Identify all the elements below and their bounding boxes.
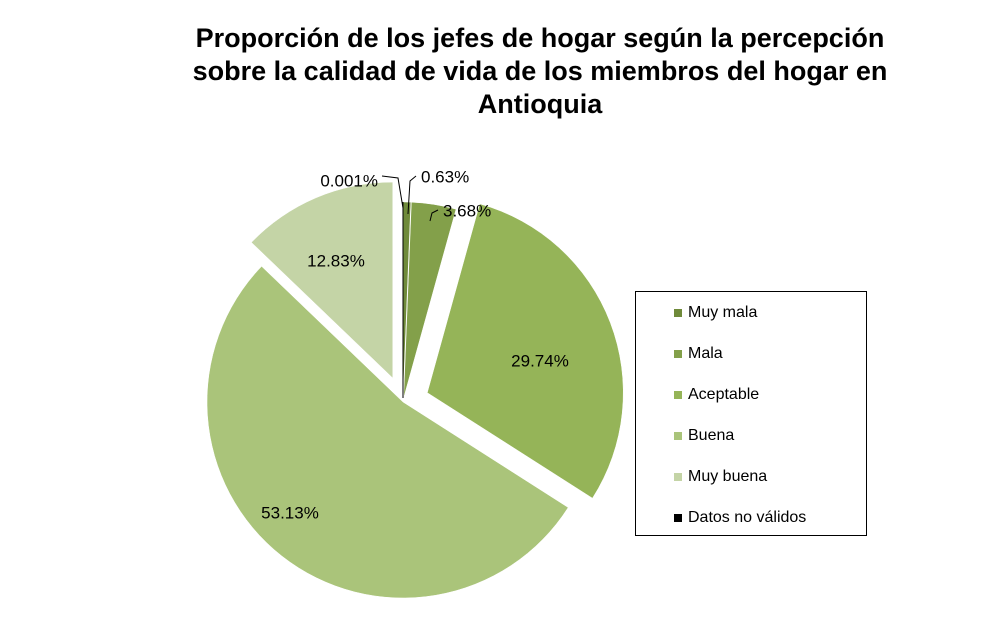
pie-slice-mala <box>403 201 457 399</box>
legend-item: Datos no válidos <box>674 508 806 528</box>
legend-label: Mala <box>688 345 723 362</box>
legend-label: Muy mala <box>688 304 758 321</box>
pie-slice-aceptable <box>426 203 624 499</box>
legend-label: Aceptable <box>688 386 760 403</box>
legend-label: Buena <box>688 427 735 444</box>
legend-swatch <box>674 309 682 317</box>
leader-line <box>407 175 417 215</box>
legend-swatch <box>674 514 682 522</box>
legend-label: Muy buena <box>688 468 768 485</box>
legend-swatch <box>674 432 682 440</box>
data-label: 53.13% <box>261 503 319 522</box>
data-label: 29.74% <box>511 351 569 370</box>
legend-swatch <box>674 350 682 358</box>
chart-title: Proporción de los jefes de hogar según l… <box>130 22 950 121</box>
chart-title-line-3: Antioquia <box>477 89 603 119</box>
data-label: 3.68% <box>443 201 491 220</box>
pie-slice-buena <box>206 265 569 599</box>
data-label: 0.001% <box>320 171 378 190</box>
legend-item: Aceptable <box>674 385 759 405</box>
legend-label: Datos no válidos <box>688 509 807 526</box>
data-label: 12.83% <box>307 251 365 270</box>
legend-item: Muy buena <box>674 467 767 487</box>
legend-item: Muy mala <box>674 303 757 323</box>
data-label: 0.63% <box>421 167 469 186</box>
legend-item: Buena <box>674 426 734 446</box>
pie-slice-muy-buena <box>251 181 394 379</box>
legend-swatch <box>674 473 682 481</box>
legend-item: Mala <box>674 344 723 364</box>
chart-title-line-1: Proporción de los jefes de hogar según l… <box>195 23 885 53</box>
leader-line <box>429 209 439 222</box>
chart-title-line-2: sobre la calidad de vida de los miembros… <box>192 56 888 86</box>
legend-swatch <box>674 391 682 399</box>
leader-line <box>381 175 404 209</box>
legend: Muy mala Mala Aceptable Buena Muy buena Datos… <box>635 291 867 536</box>
